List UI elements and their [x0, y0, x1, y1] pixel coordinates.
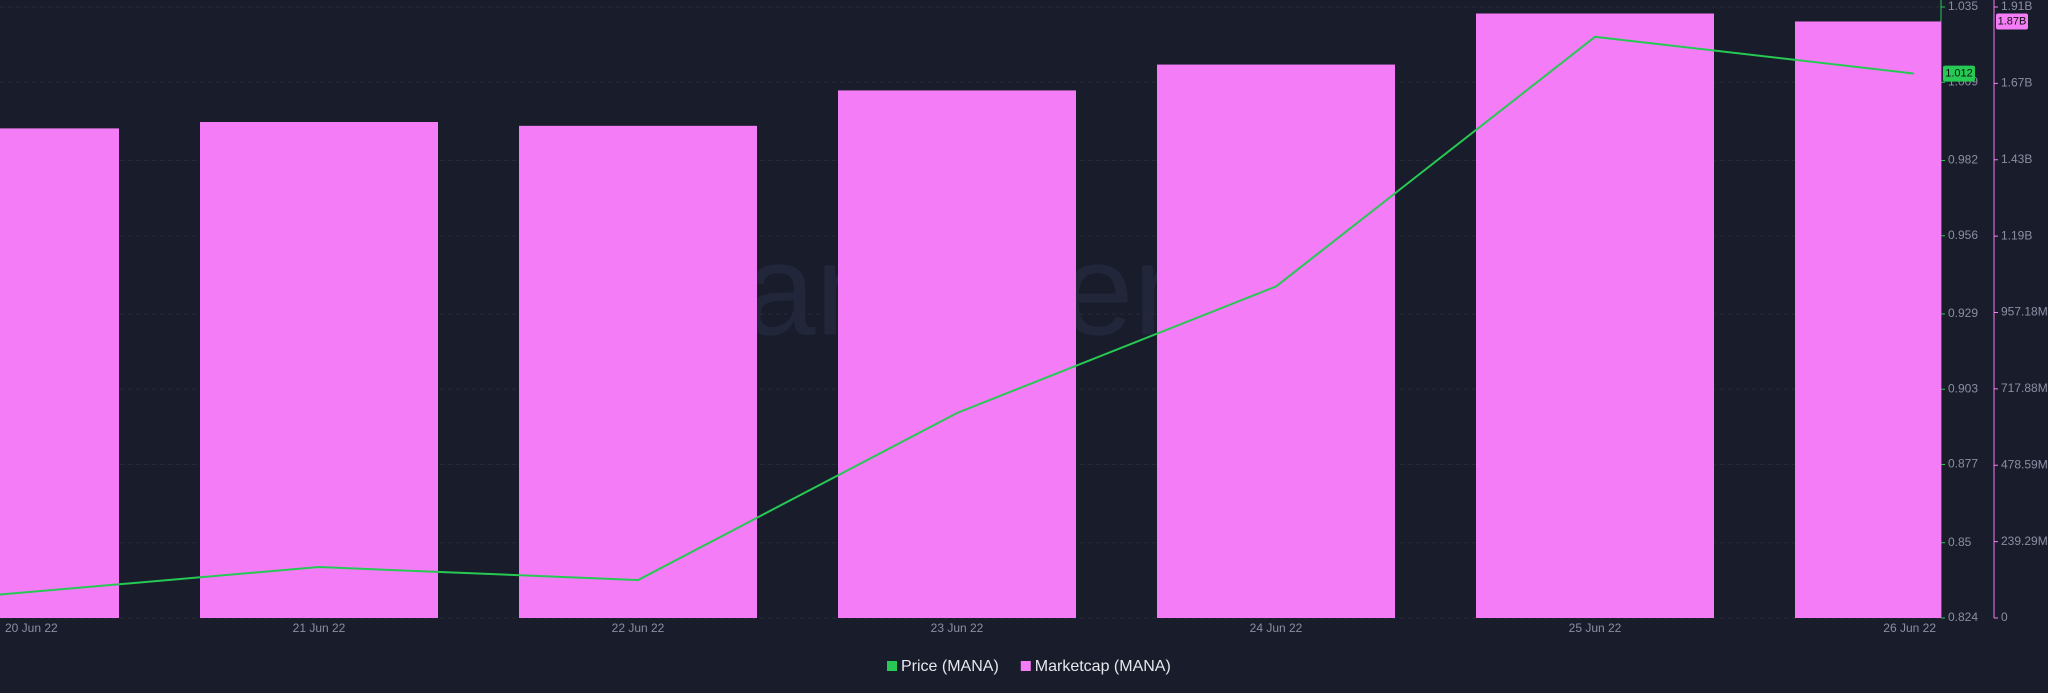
bar: [838, 90, 1076, 618]
y2-tick-label: 717.88M: [2001, 381, 2048, 395]
x-tick-label: 22 Jun 22: [612, 621, 665, 635]
legend-swatch: [1020, 661, 1031, 671]
legend-label: Price (MANA): [901, 658, 999, 675]
y2-tick-label: 239.29M: [2001, 534, 2048, 548]
x-tick-label: 23 Jun 22: [931, 621, 984, 635]
x-tick-label: 24 Jun 22: [1250, 621, 1303, 635]
bar: [1795, 21, 1941, 618]
y-tick-label: 0.929: [1948, 306, 1978, 320]
value-badge: [1943, 65, 1975, 82]
bar: [200, 122, 438, 619]
x-tick-label: 26 Jun 22: [1883, 621, 1936, 635]
y2-tick-label: 1.91B: [2001, 0, 2032, 13]
y-tick-label: 0.956: [1948, 228, 1978, 242]
legend: Price (MANA) Marketcap (MANA): [887, 658, 1171, 675]
value-label: 1.012: [1945, 68, 1973, 80]
y-tick-label: 1.035: [1948, 0, 1978, 13]
y2-tick-label: 1.67B: [2001, 76, 2032, 90]
y2-tick-label: 957.18M: [2001, 305, 2048, 319]
x-tick-label: 21 Jun 22: [293, 621, 346, 635]
x-tick-label: 25 Jun 22: [1569, 621, 1622, 635]
legend-swatch: [887, 661, 897, 671]
price-line: [0, 35, 1915, 596]
bar: [519, 125, 757, 618]
legend-label: Marketcap (MANA): [1035, 658, 1171, 675]
bar: [0, 128, 119, 618]
bar: [1476, 13, 1714, 619]
y-tick-label: 0.877: [1948, 457, 1978, 471]
y2-tick-label: 478.59M: [2001, 457, 2048, 471]
y2-tick-label: 0: [2001, 610, 2008, 624]
x-tick-label: 20 Jun 22: [5, 621, 58, 635]
y-tick-label: 0.824: [1948, 610, 1978, 624]
y-tick-label: 0.85: [1948, 535, 1972, 549]
y2-tick-label: 1.19B: [2001, 228, 2032, 242]
y-tick-label: 0.982: [1948, 153, 1978, 167]
y2-tick-label: 1.43B: [2001, 152, 2032, 166]
value-badge: [1996, 13, 2028, 30]
plot-area: [0, 13, 1941, 619]
bar: [1157, 64, 1395, 618]
value-label: 1.87B: [1998, 15, 2027, 27]
y-tick-label: 0.903: [1948, 381, 1978, 395]
